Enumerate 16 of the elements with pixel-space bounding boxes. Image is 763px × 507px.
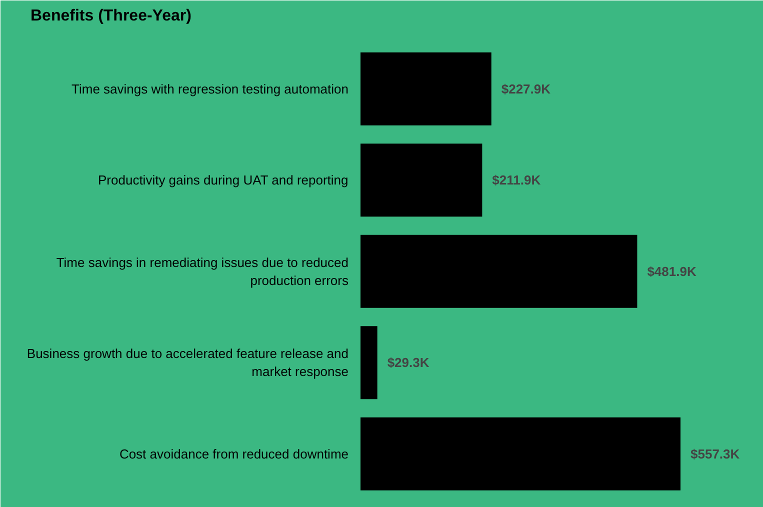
bar [360, 417, 680, 490]
bar [360, 52, 492, 126]
y-tick-label: Business growth due to accelerated feature release and market response [26, 346, 349, 380]
y-tick-label: Productivity gains during UAT and reporting [98, 172, 348, 188]
data-label: $227.9K [501, 81, 552, 96]
text: Benefits (Three-Year) [30, 8, 192, 24]
data-label: $211.9K [492, 172, 542, 188]
y-tick-label: Cost avoidance from reduced downtime [119, 446, 348, 462]
y-tick-label: Time savings with regression testing automation [72, 81, 349, 96]
data-label: $557.3K [690, 446, 740, 462]
bar [360, 326, 378, 400]
data-label: $481.9K [647, 264, 697, 279]
data-label: $29.3K [387, 355, 430, 370]
bar [360, 234, 638, 308]
y-tick-label: Time savings in remediating issues due to reduced production errors [56, 254, 349, 288]
bar [360, 144, 482, 217]
